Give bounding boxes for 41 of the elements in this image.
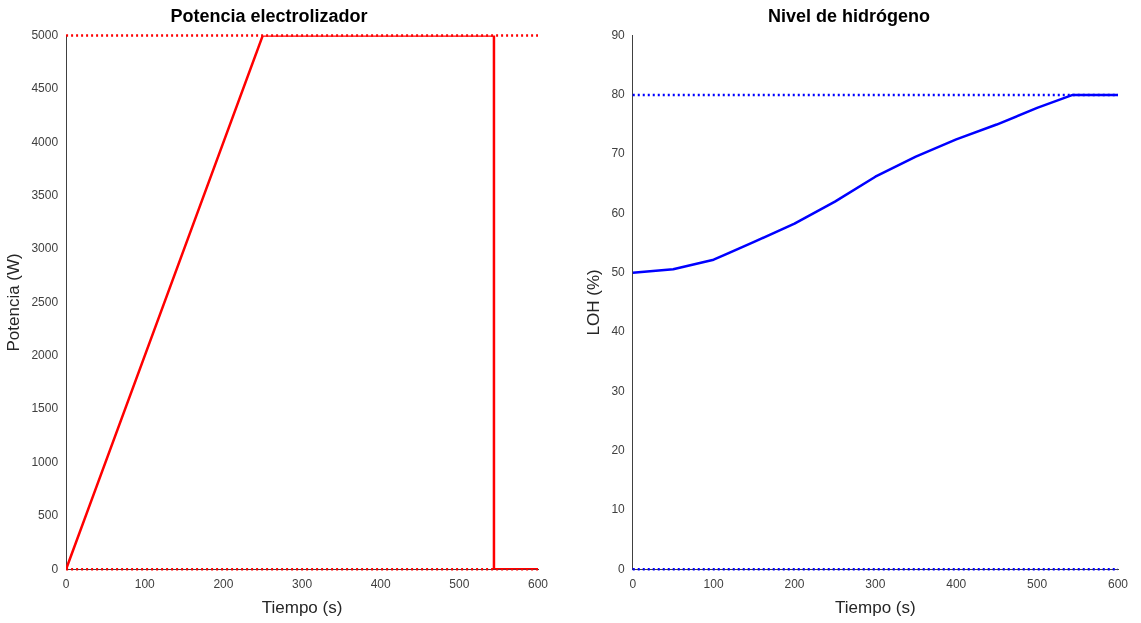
- x-tick-label: 200: [213, 576, 234, 591]
- y-tick-label: 40: [611, 324, 626, 339]
- x-axis-title: Tiempo (s): [261, 598, 343, 618]
- y-tick-label: 10: [611, 502, 626, 517]
- y-tick-label: 1000: [31, 454, 59, 469]
- y-tick-label: 2500: [31, 294, 59, 309]
- x-tick-label: 300: [292, 576, 313, 591]
- y-tick-label: 90: [611, 27, 626, 42]
- x-tick-label: 400: [370, 576, 392, 591]
- y-tick-label: 0: [51, 561, 59, 576]
- chart-title: Nivel de hidrógeno: [767, 5, 931, 26]
- x-tick-label: 0: [629, 576, 637, 591]
- y-tick-label: 30: [611, 383, 626, 398]
- y-tick-label: 4500: [31, 81, 59, 96]
- chart-title: Potencia electrolizador: [170, 5, 368, 26]
- y-axis-title: Potencia (W): [3, 253, 23, 352]
- x-tick-label: 100: [703, 576, 724, 591]
- y-tick-label: 2000: [31, 348, 59, 363]
- x-tick-label: 200: [784, 576, 805, 591]
- x-tick-label: 500: [1027, 576, 1048, 591]
- y-tick-label: 70: [611, 146, 626, 161]
- y-tick-label: 500: [38, 508, 59, 523]
- x-tick-label: 0: [62, 576, 70, 591]
- x-tick-label: 500: [449, 576, 470, 591]
- y-tick-label: 80: [611, 87, 626, 102]
- y-tick-label: 50: [611, 265, 626, 280]
- y-axis-title: LOH (%): [583, 269, 603, 336]
- y-tick-label: 4000: [31, 134, 59, 149]
- y-tick-label: 20: [611, 442, 626, 457]
- y-tick-label: 60: [611, 205, 626, 220]
- y-tick-label: 3000: [31, 241, 59, 256]
- y-tick-label: 0: [618, 561, 626, 576]
- x-tick-label: 400: [946, 576, 967, 591]
- x-axis-title: Tiempo (s): [835, 598, 916, 618]
- x-tick-label: 600: [527, 576, 549, 591]
- x-tick-label: 100: [134, 576, 156, 591]
- x-tick-label: 600: [1107, 576, 1129, 591]
- y-tick-label: 1500: [31, 401, 59, 416]
- y-tick-label: 5000: [31, 27, 59, 42]
- x-tick-label: 300: [865, 576, 886, 591]
- y-tick-label: 3500: [31, 187, 59, 202]
